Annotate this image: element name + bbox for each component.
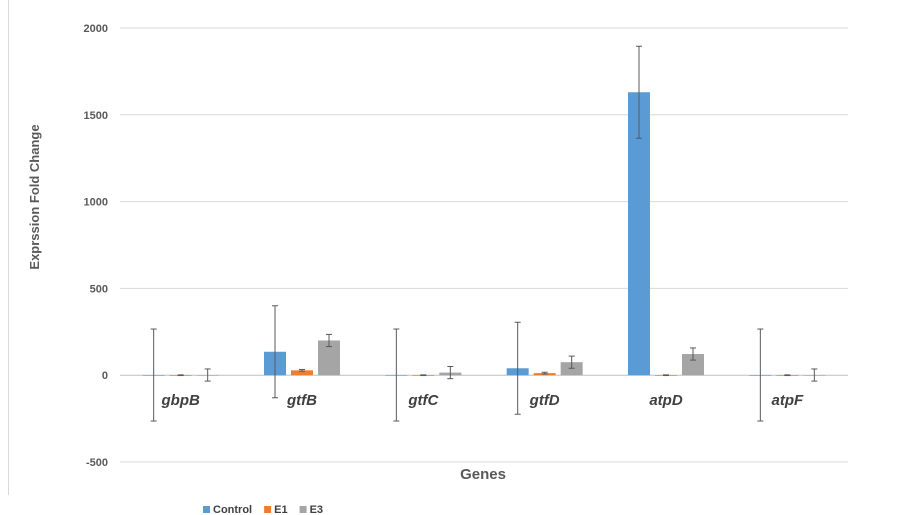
category-labels: gbpB gtfB gtfC gtfD atpD atpF xyxy=(161,392,804,409)
bars xyxy=(142,92,826,376)
x-axis-title: Genes xyxy=(460,466,506,483)
category-label: gtfC xyxy=(407,392,439,409)
y-tick-label: 500 xyxy=(90,283,108,295)
error-bars xyxy=(150,45,818,422)
legend-swatch-control xyxy=(203,506,210,513)
legend-label-control: Control xyxy=(213,504,252,515)
category-label: atpF xyxy=(771,392,804,409)
chart-left-border xyxy=(8,0,9,495)
y-axis-title: Exprssion Fold Change xyxy=(27,124,42,269)
y-tick-label: 0 xyxy=(102,370,108,382)
bar-control-atpD xyxy=(628,92,650,376)
legend-swatch-e3 xyxy=(299,506,307,513)
legend-label-e3: E3 xyxy=(310,504,323,515)
category-label: gtfD xyxy=(529,392,560,409)
gridlines xyxy=(120,27,848,463)
category-label: atpD xyxy=(649,392,683,409)
y-axis-ticks: -500 0 500 1000 1500 2000 xyxy=(84,23,108,469)
category-label: gbpB xyxy=(161,392,200,409)
y-tick-label: 1500 xyxy=(84,110,108,122)
bar-e3-atpD xyxy=(682,354,704,376)
legend-label-e1: E1 xyxy=(274,504,287,515)
legend: Control E1 E3 xyxy=(203,504,323,515)
bar-e1-gtfB xyxy=(291,370,313,376)
category-label: gtfB xyxy=(286,392,317,409)
y-tick-label: 1000 xyxy=(84,197,108,209)
bar-e3-gtfB xyxy=(318,340,340,376)
legend-swatch-e1 xyxy=(264,506,272,513)
y-tick-label: 2000 xyxy=(84,23,108,35)
y-tick-label: -500 xyxy=(86,457,108,469)
